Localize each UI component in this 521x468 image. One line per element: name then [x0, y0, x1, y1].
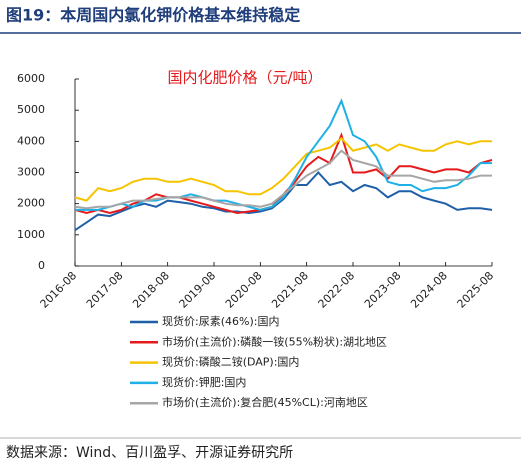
- legend-label: 现货价:尿素(46%):国内: [162, 314, 279, 328]
- x-tick-label: 2022-08: [316, 269, 358, 311]
- x-tick-label: 2023-08: [362, 269, 404, 311]
- x-tick-label: 2016-08: [38, 269, 80, 311]
- x-tick-label: 2018-08: [130, 269, 172, 311]
- y-tick-label: 6000: [17, 72, 45, 85]
- legend-label: 现货价:钾肥:国内: [162, 375, 246, 389]
- y-tick-label: 4000: [17, 134, 45, 147]
- header-title: 图19：本周国内氯化钾价格基本维持稳定: [6, 6, 300, 25]
- x-tick-label: 2017-08: [84, 269, 126, 311]
- x-tick-label: 2019-08: [177, 269, 219, 311]
- chart-title: 国内化肥价格（元/吨）: [167, 69, 322, 87]
- legend-label: 市场价(主流价):复合肥(45%CL):河南地区: [162, 395, 368, 409]
- x-tick-label: 2025-08: [455, 269, 497, 311]
- x-tick-label: 2020-08: [223, 269, 265, 311]
- y-tick-label: 0: [38, 259, 45, 272]
- series-line: [74, 136, 492, 202]
- y-tick-label: 2000: [17, 197, 45, 210]
- y-tick-label: 5000: [17, 103, 45, 116]
- legend-label: 现货价:磷酸二铵(DAP):国内: [162, 355, 299, 369]
- y-tick-label: 3000: [17, 166, 45, 179]
- source: 数据来源：Wind、百川盈孚、开源证券研究所: [6, 445, 293, 461]
- series-line: [74, 171, 493, 232]
- x-tick-label: 2021-08: [269, 269, 311, 311]
- legend-label: 市场价(主流价):磷酸一铵(55%粉状):湖北地区: [162, 334, 387, 348]
- y-tick-label: 1000: [17, 228, 45, 241]
- x-tick-label: 2024-08: [408, 269, 450, 311]
- series-line: [74, 149, 492, 210]
